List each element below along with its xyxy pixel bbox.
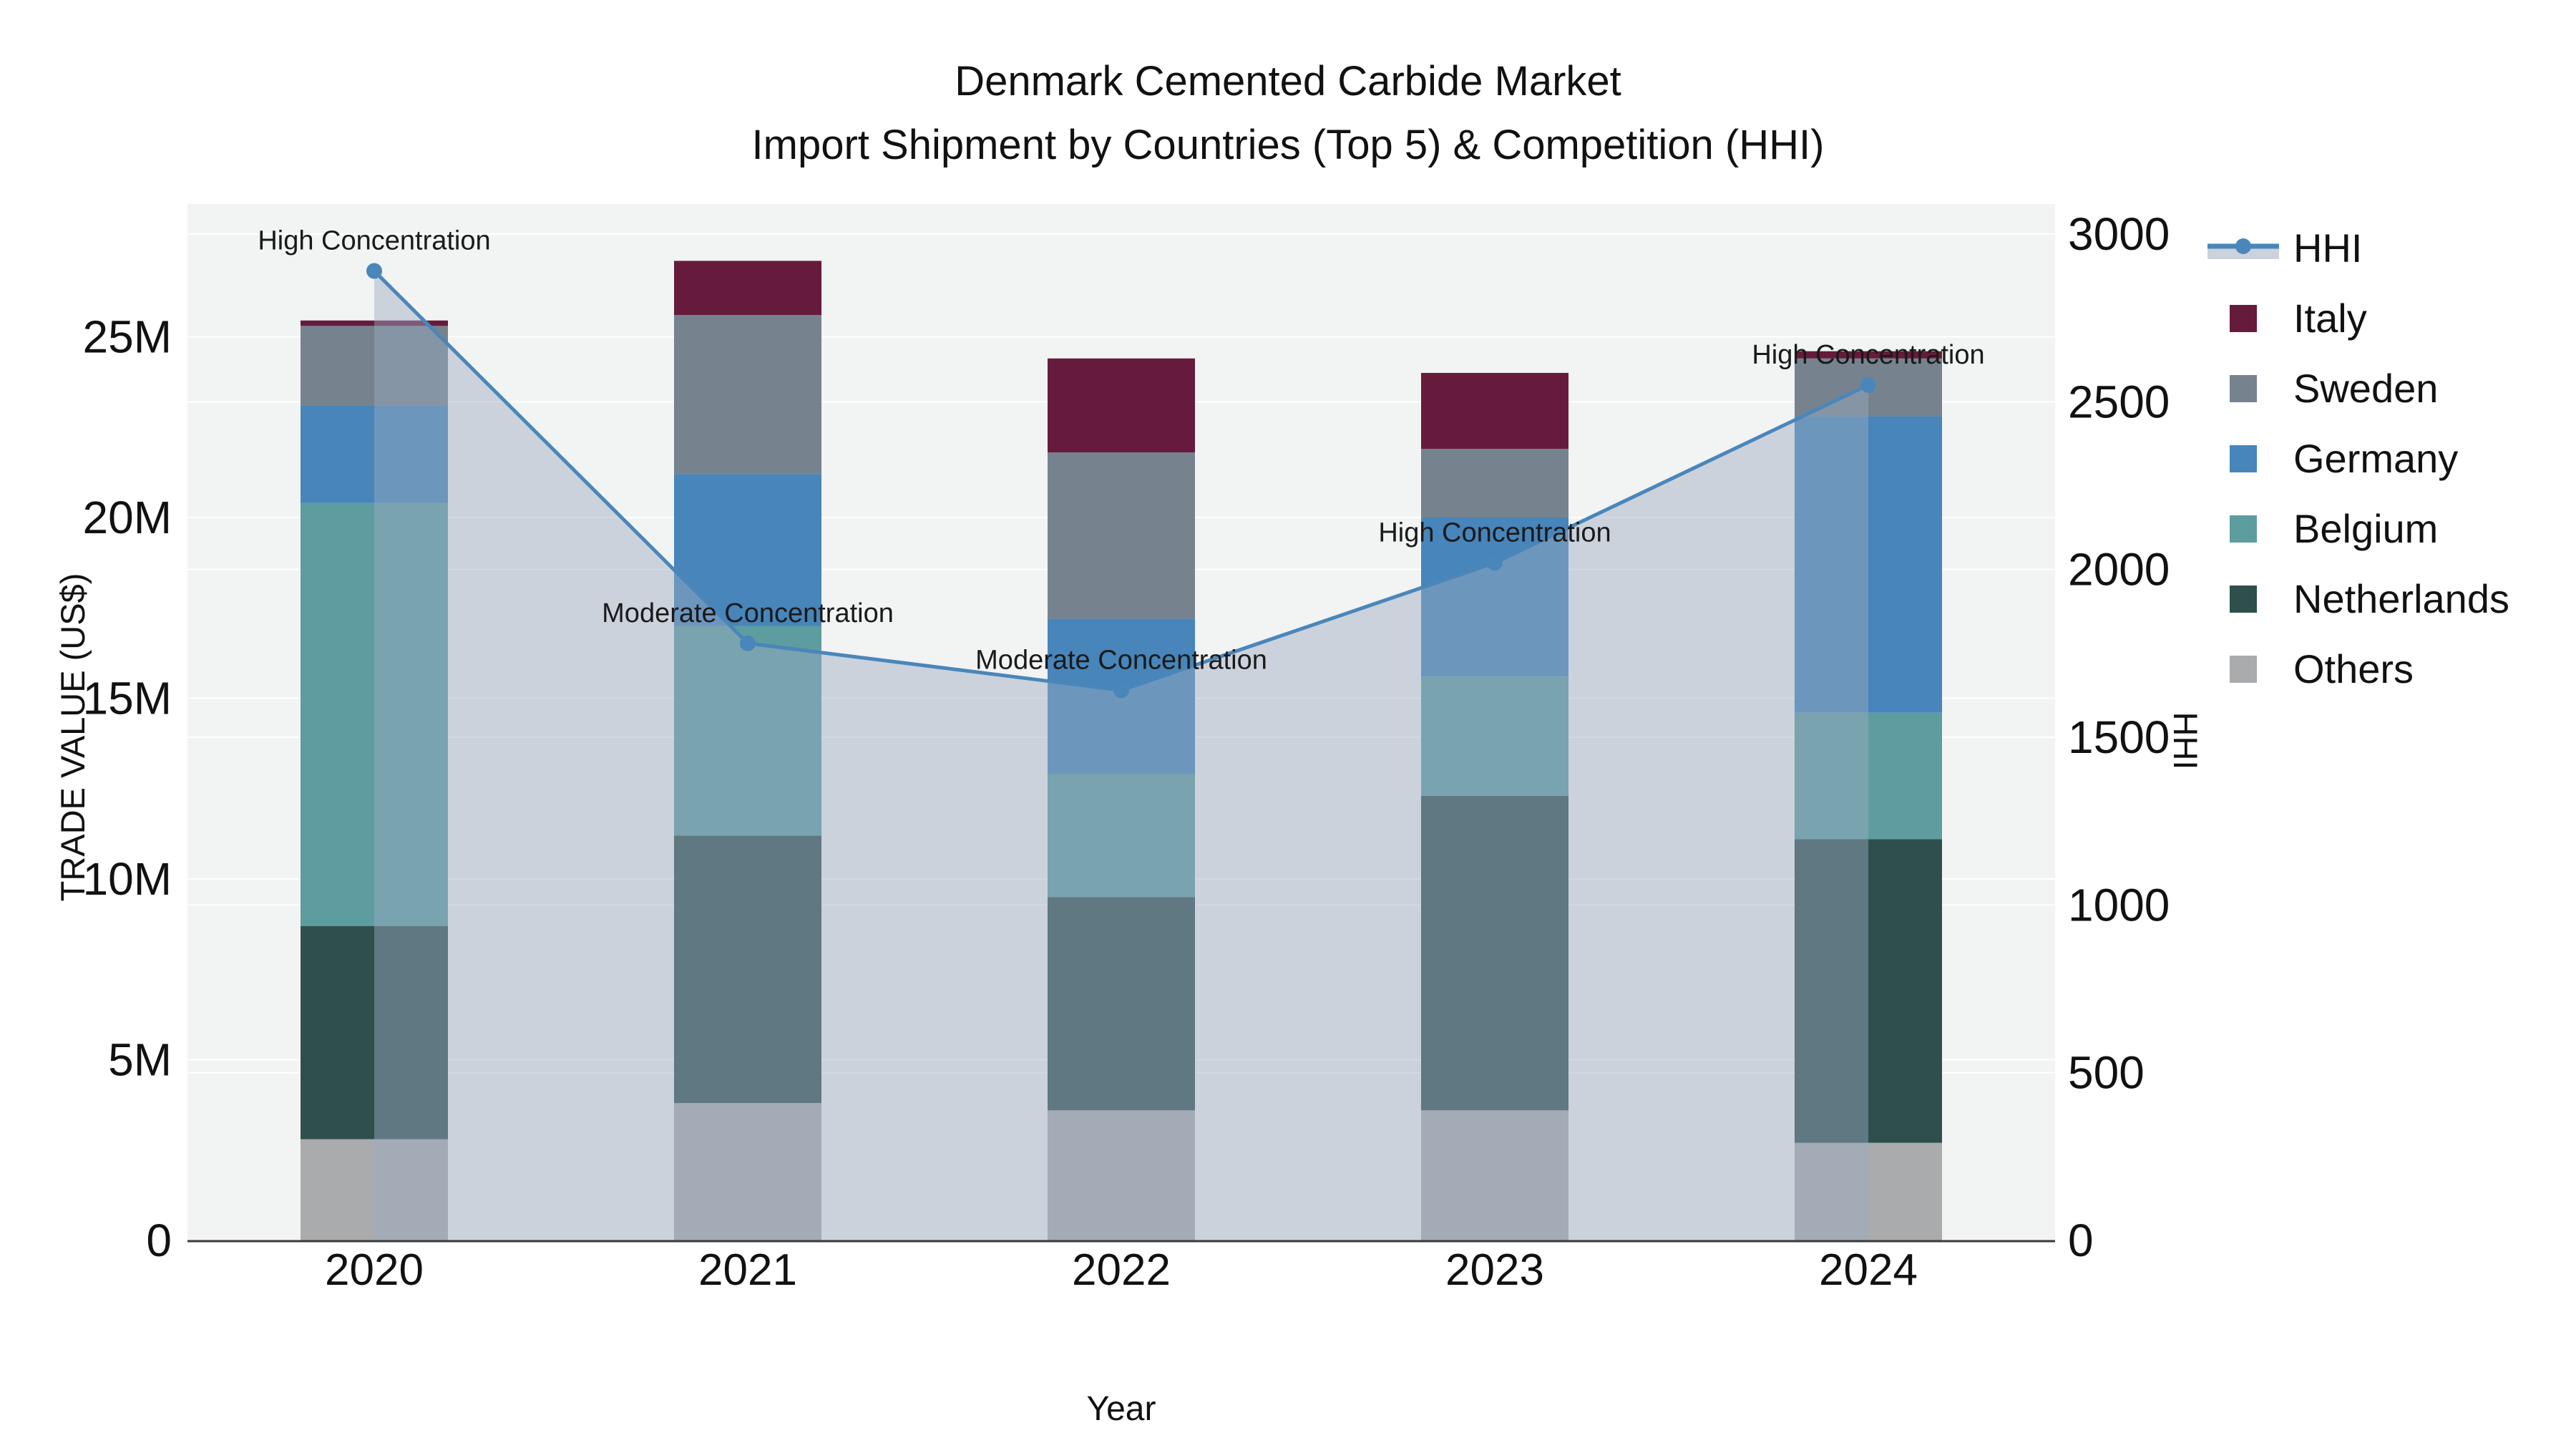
x-tick-2022: 2022 <box>1072 1245 1171 1295</box>
bar-segment-sweden-2020 <box>301 326 448 406</box>
legend-label: Italy <box>2293 296 2367 341</box>
hhi-marker-2021 <box>740 635 756 651</box>
bar-segment-belgium-2024 <box>1795 712 1942 840</box>
x-tick-2020: 2020 <box>325 1245 424 1295</box>
annotation-2021: Moderate Concentration <box>602 598 894 628</box>
y-left-tick-15M: 15M <box>83 673 172 724</box>
legend-label: Others <box>2293 646 2414 691</box>
swatch-color <box>2230 305 2257 332</box>
legend-label: Sweden <box>2293 366 2439 411</box>
legend-item-italy[interactable]: Italy <box>2207 298 2509 339</box>
x-axis-title: Year <box>1087 1390 1156 1428</box>
legend-swatch-belgium <box>2207 508 2279 550</box>
legend-swatch-netherlands <box>2207 578 2279 620</box>
bar-segment-italy-2021 <box>674 261 821 316</box>
legend-item-germany[interactable]: Germany <box>2207 438 2509 480</box>
legend: HHI Italy Sweden Germany Belgium Netherlands O… <box>2207 228 2509 719</box>
legend-item-sweden[interactable]: Sweden <box>2207 368 2509 409</box>
y-right-tick-1500: 1500 <box>2068 711 2170 763</box>
bar-segment-others-2023 <box>1421 1110 1568 1240</box>
bar-segment-others-2020 <box>301 1139 448 1240</box>
bar-segment-netherlands-2022 <box>1048 897 1195 1111</box>
bar-segment-italy-2024 <box>1795 351 1942 359</box>
bar-segment-sweden-2021 <box>674 315 821 475</box>
y-right-tick-2500: 2500 <box>2068 376 2170 427</box>
swatch-color <box>2230 585 2257 613</box>
bar-segment-belgium-2020 <box>301 502 448 926</box>
plot-area: 0 5M 10M 15M 20M 25M 0 500 1000 1500 2000 2500 3000 2… <box>83 204 2170 1295</box>
legend-swatch-germany <box>2207 438 2279 480</box>
swatch-color <box>2230 656 2257 683</box>
hhi-marker-2023 <box>1487 555 1503 571</box>
hhi-marker-2024 <box>1860 376 1876 393</box>
bar-segment-italy-2020 <box>301 320 448 326</box>
bar-segment-others-2022 <box>1048 1110 1195 1240</box>
hhi-marker-2020 <box>366 263 382 279</box>
y-right-tick-2000: 2000 <box>2068 544 2170 596</box>
swatch-color <box>2230 445 2257 472</box>
hhi-line-sample-icon <box>2207 228 2279 269</box>
y-left-tick-25M: 25M <box>83 311 172 363</box>
bar-segment-sweden-2023 <box>1421 449 1568 517</box>
bar-segment-belgium-2022 <box>1048 774 1195 898</box>
bar-segment-sweden-2022 <box>1048 452 1195 619</box>
legend-label: Belgium <box>2293 506 2439 551</box>
y-right-tick-3000: 3000 <box>2068 208 2170 260</box>
bar-segment-germany-2020 <box>301 405 448 503</box>
y-right-tick-0: 0 <box>2068 1215 2094 1266</box>
legend-swatch-others <box>2207 648 2279 690</box>
bar-segment-netherlands-2023 <box>1421 795 1568 1111</box>
y-right-tick-500: 500 <box>2068 1047 2145 1099</box>
x-tick-2021: 2021 <box>698 1245 797 1295</box>
bar-segment-germany-2023 <box>1421 517 1568 677</box>
hhi-marker-2022 <box>1113 682 1129 699</box>
bar-segment-netherlands-2021 <box>674 835 821 1104</box>
bar-segment-others-2024 <box>1795 1142 1942 1240</box>
bar-segment-italy-2023 <box>1421 373 1568 449</box>
y-right-tick-1000: 1000 <box>2068 879 2170 930</box>
x-tick-2023: 2023 <box>1445 1245 1544 1295</box>
legend-swatch-italy <box>2207 298 2279 339</box>
bar-segment-germany-2024 <box>1795 416 1942 713</box>
annotation-2022: Moderate Concentration <box>975 645 1267 675</box>
chart-title-line1: Denmark Cemented Carbide Market <box>955 58 1621 105</box>
legend-item-others[interactable]: Others <box>2207 648 2509 690</box>
legend-swatch-sweden <box>2207 368 2279 409</box>
y-axis-title-right: HHI <box>2167 712 2205 770</box>
y-left-tick-0: 0 <box>146 1215 172 1266</box>
swatch-color <box>2230 515 2257 543</box>
swatch-color <box>2230 375 2257 402</box>
legend-label: Germany <box>2293 436 2459 481</box>
legend-item-belgium[interactable]: Belgium <box>2207 508 2509 550</box>
chart-title-line2: Import Shipment by Countries (Top 5) & C… <box>752 122 1825 168</box>
legend-label: Netherlands <box>2293 576 2509 621</box>
y-left-tick-5M: 5M <box>108 1034 172 1086</box>
x-tick-2024: 2024 <box>1819 1245 1918 1295</box>
hhi-area-fill <box>374 271 1868 1240</box>
y-left-tick-20M: 20M <box>83 492 172 543</box>
annotation-2020: High Concentration <box>258 226 490 256</box>
annotation-2024: High Concentration <box>1752 340 1984 370</box>
bar-segment-belgium-2021 <box>674 626 821 836</box>
bar-segment-netherlands-2020 <box>301 925 448 1139</box>
bar-segment-italy-2022 <box>1048 358 1195 453</box>
annotation-2023: High Concentration <box>1378 517 1611 548</box>
legend-item-netherlands[interactable]: Netherlands <box>2207 578 2509 620</box>
legend-label: HHI <box>2293 225 2363 271</box>
y-axis-title-left: TRADE VALUE (US$) <box>54 573 92 902</box>
bar-segment-others-2021 <box>674 1103 821 1240</box>
legend-item-hhi[interactable]: HHI <box>2207 228 2509 269</box>
bar-segment-netherlands-2024 <box>1795 839 1942 1143</box>
bar-segment-germany-2021 <box>674 474 821 626</box>
y-left-tick-10M: 10M <box>83 853 172 905</box>
bar-segment-belgium-2023 <box>1421 676 1568 796</box>
